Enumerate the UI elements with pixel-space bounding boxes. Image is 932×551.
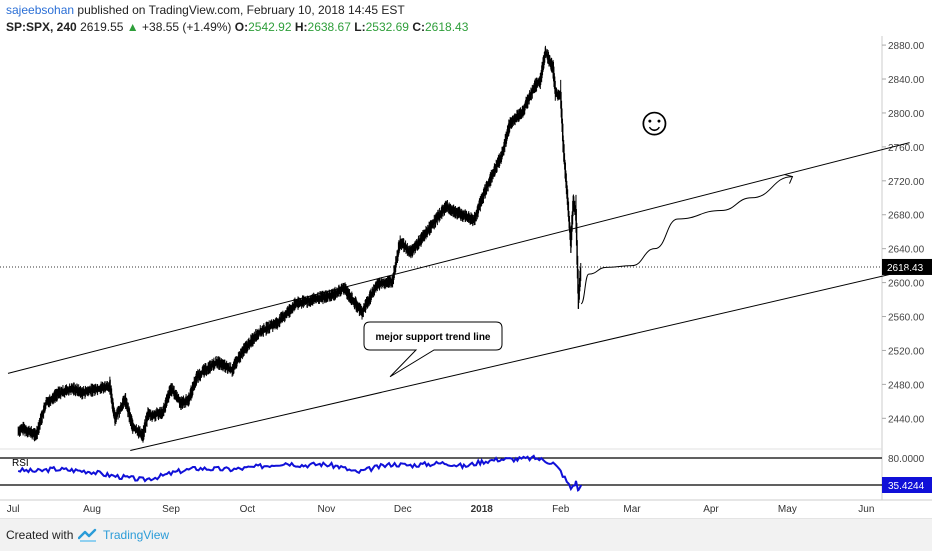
price-tick-label: 2800.00 xyxy=(888,109,925,120)
low-value: 2532.69 xyxy=(365,20,409,34)
chart-header: sajeebsohan published on TradingView.com… xyxy=(6,2,468,36)
created-with-label: Created with xyxy=(6,528,74,542)
time-tick-label: Feb xyxy=(552,504,570,515)
time-tick-label: Apr xyxy=(703,504,719,515)
rsi-line xyxy=(17,454,583,492)
time-tick-label: Dec xyxy=(394,504,412,515)
time-tick-label: Jun xyxy=(858,504,874,515)
projection-arrowhead xyxy=(784,174,794,184)
last-price: 2619.55 xyxy=(80,20,124,34)
price-tick-label: 2560.00 xyxy=(888,313,925,324)
time-tick-label: Nov xyxy=(317,504,335,515)
chart-canvas[interactable]: 2440.00 2480.00 2520.00 2560.00 2600.00 2640.… xyxy=(0,0,932,518)
projection-path xyxy=(580,176,793,305)
rsi-label: RSI xyxy=(12,458,29,469)
price-bars xyxy=(17,45,582,443)
rsi-upper-level-label: 80.0000 xyxy=(888,454,925,465)
time-tick-label: Oct xyxy=(240,504,256,515)
time-tick-label: Jul xyxy=(7,504,20,515)
support-trend-line xyxy=(130,269,910,452)
low-label: L: xyxy=(354,20,366,34)
publish-line: sajeebsohan published on TradingView.com… xyxy=(6,2,468,19)
support-callout-label: mejor support trend line xyxy=(375,332,490,343)
upper-channel-line xyxy=(7,142,910,374)
price-tick-label: 2520.00 xyxy=(888,346,925,357)
time-tick-label: Aug xyxy=(83,504,101,515)
tradingview-link[interactable]: TradingView xyxy=(103,528,170,542)
price-tick-label: 2720.00 xyxy=(888,177,925,188)
price-tick-label: 2680.00 xyxy=(888,211,925,222)
price-tick-label: 2880.00 xyxy=(888,41,925,52)
price-tick-label: 2760.00 xyxy=(888,143,925,154)
tradingview-logo-icon xyxy=(78,528,97,542)
time-tick-label: 2018 xyxy=(471,504,494,515)
author-link[interactable]: sajeebsohan xyxy=(6,3,75,17)
price-tick-label: 2640.00 xyxy=(888,245,925,256)
footer-bar: Created with TradingView xyxy=(0,518,932,551)
up-arrow-icon: ▲ xyxy=(126,20,139,34)
open-value: 2542.92 xyxy=(248,20,292,34)
high-label: H: xyxy=(294,20,308,34)
rsi-last-badge xyxy=(882,477,932,493)
price-tick-label: 2600.00 xyxy=(888,279,925,290)
ohlc-line: SP:SPX, 240 2619.55 ▲ +38.55 (+1.49%) O:… xyxy=(6,19,468,36)
price-tick-label: 2840.00 xyxy=(888,75,925,86)
smiley-annotation: ☺ xyxy=(634,100,675,144)
time-tick-label: May xyxy=(778,504,797,515)
last-price-badge xyxy=(882,258,932,275)
time-tick-label: Sep xyxy=(162,504,180,515)
published-text: published on TradingView.com, February 1… xyxy=(77,3,405,17)
close-label: C: xyxy=(412,20,425,34)
close-value: 2618.43 xyxy=(425,20,469,34)
price-tick-label: 2440.00 xyxy=(888,414,925,425)
change-value: +38.55 (+1.49%) xyxy=(142,20,232,34)
rsi-last-badge-label: 35.4244 xyxy=(888,481,925,492)
price-tick-label: 2480.00 xyxy=(888,380,925,391)
open-label: O: xyxy=(234,20,249,34)
high-value: 2638.67 xyxy=(307,20,351,34)
time-tick-label: Mar xyxy=(623,504,641,515)
support-callout-bubble xyxy=(363,321,503,378)
symbol-label: SP:SPX, 240 xyxy=(6,20,77,34)
last-price-badge-label: 2618.43 xyxy=(887,263,924,274)
